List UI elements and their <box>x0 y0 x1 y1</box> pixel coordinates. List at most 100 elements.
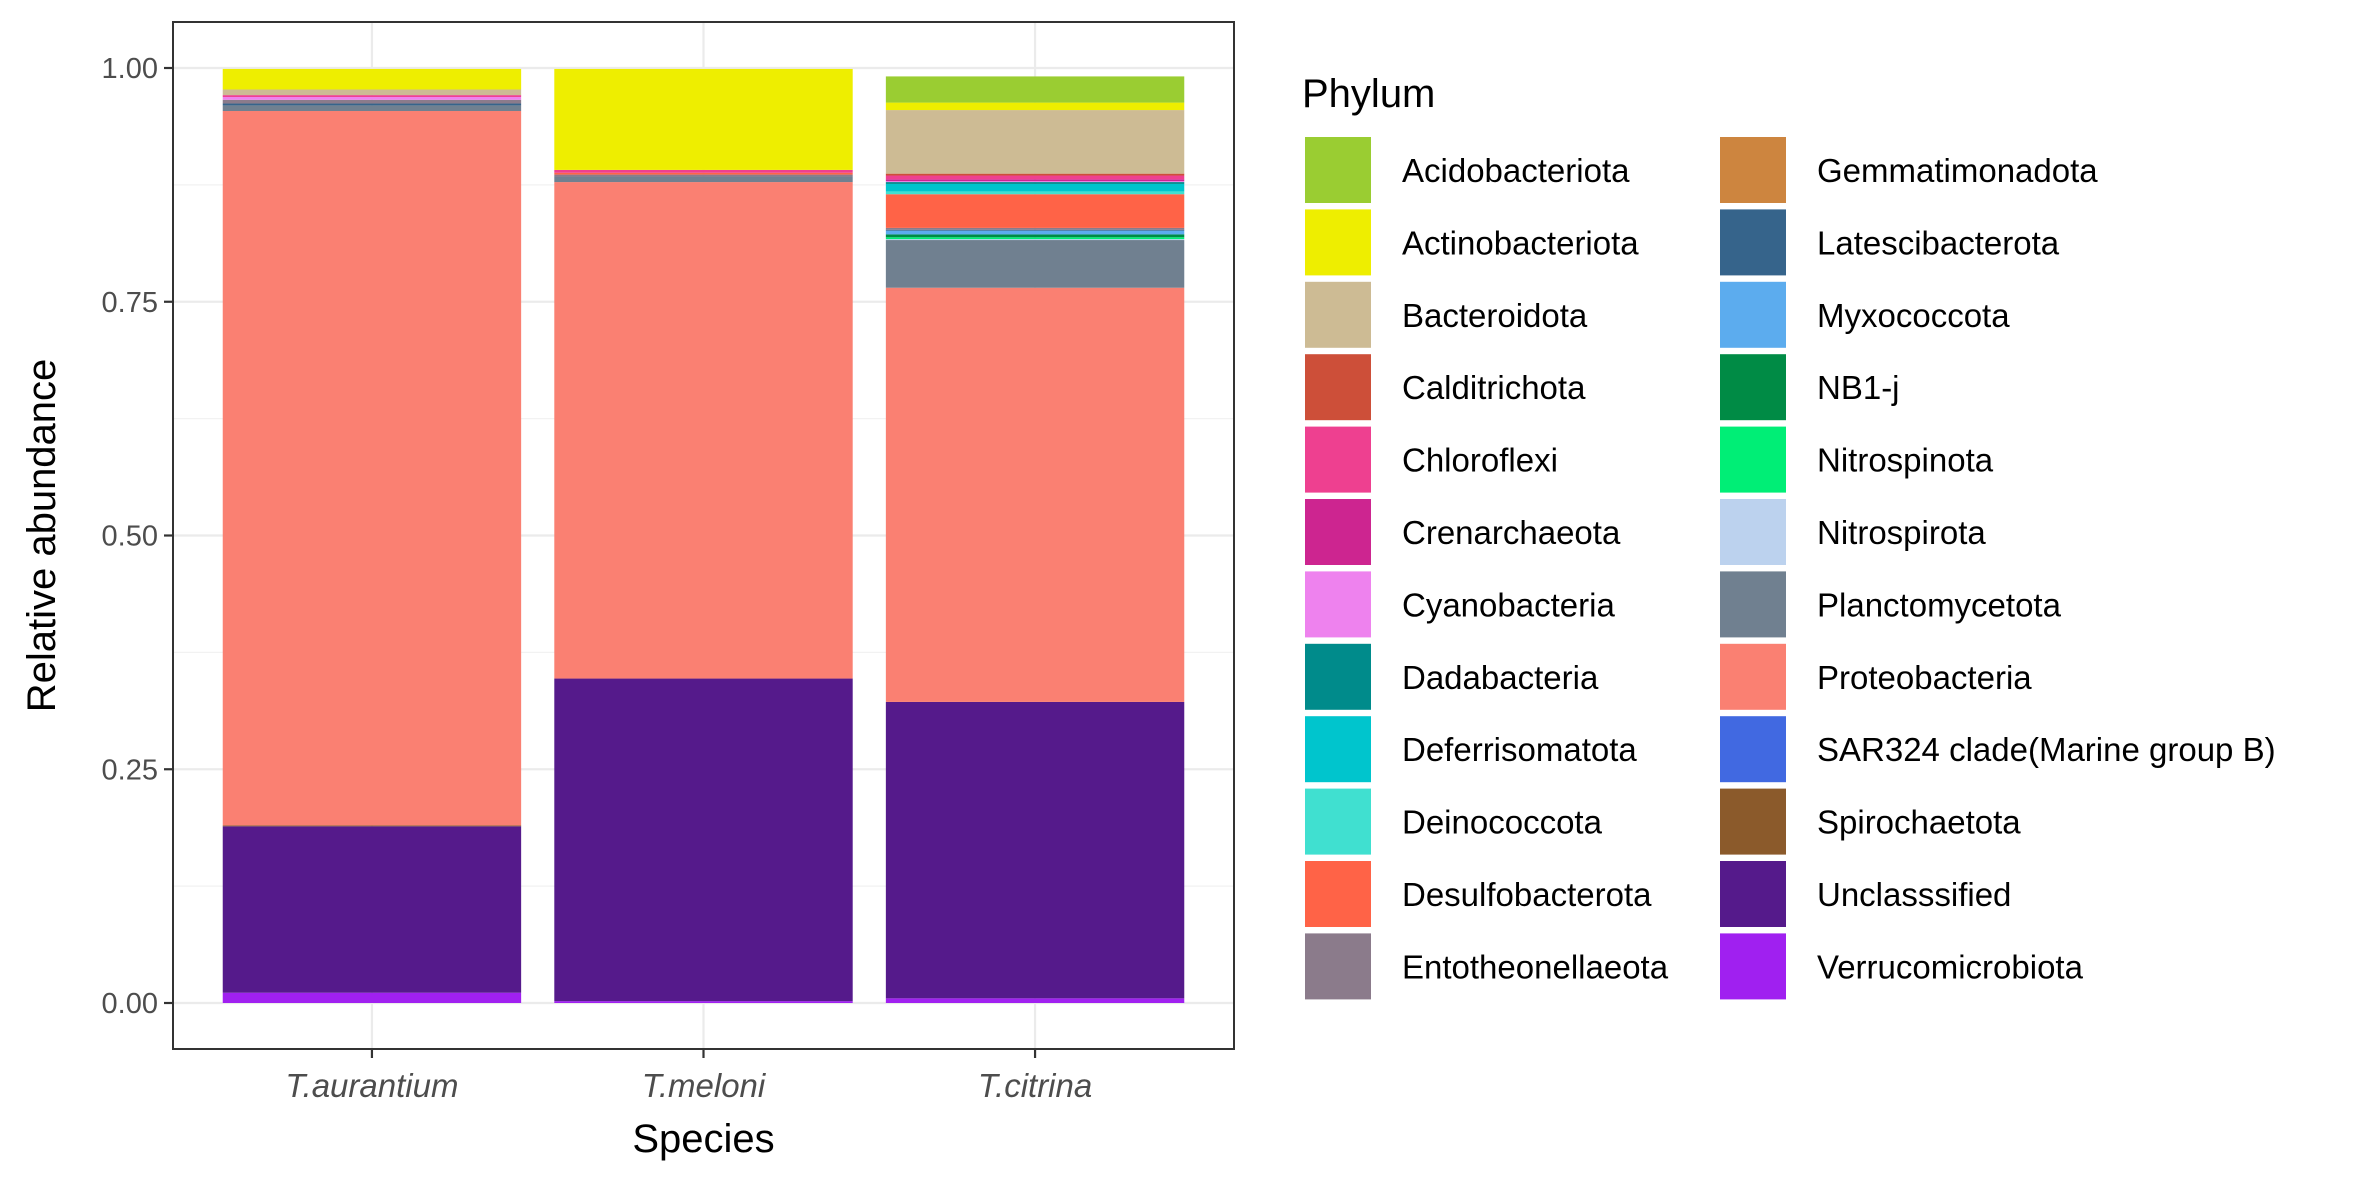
legend-label: Proteobacteria <box>1817 659 2032 696</box>
legend-key <box>1305 281 1371 348</box>
legend-key <box>1720 716 1786 783</box>
legend-key <box>1720 933 1786 1000</box>
bar-segment-myxococcota <box>885 230 1185 235</box>
bar-segment-spirochaetota <box>222 825 522 827</box>
bar-stack-t-meloni <box>554 68 853 1003</box>
bar-segment-cyanobacteria <box>222 96 522 100</box>
bar-segment-actinobacteriota <box>885 102 1185 111</box>
legend-key <box>1305 137 1371 203</box>
bar-segment-nitrospinota <box>885 237 1185 240</box>
legend-label: Bacteroidota <box>1402 297 1588 334</box>
legend-label: Crenarchaeota <box>1402 514 1621 551</box>
legend-item-nb1-j: NB1-j <box>1720 354 1900 421</box>
bar-segment-proteobacteria <box>885 287 1185 702</box>
legend-item-crenarchaeota: Crenarchaeota <box>1305 499 1621 565</box>
legend-key <box>1720 354 1786 421</box>
legend-key <box>1305 788 1371 855</box>
legend-item-chloroflexi: Chloroflexi <box>1305 426 1558 493</box>
bar-segment-nitrospirota <box>885 239 1185 241</box>
legend-key <box>1305 354 1371 421</box>
bar-segment-planctomycetota <box>554 176 853 183</box>
bar-segment-bacteroidota <box>222 89 522 96</box>
legend-item-nitrospinota: Nitrospinota <box>1720 426 1994 493</box>
legend-item-gemmatimonadota: Gemmatimonadota <box>1720 137 2098 203</box>
bar-segment-latescibacterota <box>885 229 1185 231</box>
legend-key <box>1720 209 1786 276</box>
bar-segment-dadabacteria <box>885 182 1185 184</box>
x-tick-label-t-aurantium: T.aurantium <box>285 1067 458 1104</box>
bar-segment-verrucomicrobiota <box>222 992 522 1003</box>
bar-segment-nb1-j <box>885 234 1185 238</box>
bar-segment-planctomycetota <box>222 105 522 112</box>
bar-segment-bacteroidota <box>885 110 1185 174</box>
legend-item-deferrisomatota: Deferrisomatota <box>1305 716 1637 783</box>
bar-segment-entotheonellaeota <box>554 174 853 177</box>
legend-label: Gemmatimonadota <box>1817 152 2098 189</box>
legend-label: Acidobacteriota <box>1402 152 1630 189</box>
legend-item-verrucomicrobiota: Verrucomicrobiota <box>1720 933 2084 1000</box>
legend-label: Entotheonellaeota <box>1402 948 1669 985</box>
legend-label: Chloroflexi <box>1402 442 1558 479</box>
bar-segment-verrucomicrobiota <box>885 998 1185 1003</box>
legend-key <box>1720 861 1786 927</box>
legend-label: Spirochaetota <box>1817 804 2021 841</box>
bar-segment-planctomycetota <box>885 240 1185 288</box>
y-tick-label: 0.25 <box>102 754 158 786</box>
x-axis-title: Species <box>632 1117 774 1161</box>
bar-segment-entotheonellaeota <box>885 227 1185 230</box>
legend-key <box>1305 716 1371 783</box>
legend-label: Desulfobacterota <box>1402 876 1652 913</box>
legend-item-calditrichota: Calditrichota <box>1305 354 1586 421</box>
y-tick-label: 0.50 <box>102 521 158 553</box>
legend-item-nitrospirota: Nitrospirota <box>1720 499 1986 565</box>
legend-label: Planctomycetota <box>1817 586 2062 623</box>
legend-key <box>1720 788 1786 855</box>
legend-label: Verrucomicrobiota <box>1817 948 2084 985</box>
legend-item-cyanobacteria: Cyanobacteria <box>1305 571 1615 638</box>
bar-segment-deferrisomatota <box>885 183 1185 192</box>
legend-key <box>1305 861 1371 927</box>
legend-key <box>1305 499 1371 565</box>
bar-segment-chloroflexi <box>222 95 522 97</box>
bar-segment-unclasssified <box>885 701 1185 999</box>
legend-label: Unclasssified <box>1817 876 2011 913</box>
y-tick-label: 0.00 <box>102 988 158 1020</box>
legend-label: Cyanobacteria <box>1402 586 1615 623</box>
bars <box>222 68 1185 1003</box>
y-tick-label: 0.75 <box>102 287 158 319</box>
legend-item-unclasssified: Unclasssified <box>1720 861 2011 927</box>
bar-segment-cyanobacteria <box>885 181 1185 183</box>
legend-label: Actinobacteriota <box>1402 224 1639 261</box>
legend-label: Calditrichota <box>1402 369 1586 406</box>
legend-key <box>1720 571 1786 638</box>
legend-key <box>1720 426 1786 493</box>
bar-segment-crenarchaeota <box>885 179 1185 182</box>
legend-key <box>1720 499 1786 565</box>
legend-item-dadabacteria: Dadabacteria <box>1305 643 1599 710</box>
legend-item-planctomycetota: Planctomycetota <box>1720 571 2062 638</box>
bar-segment-chloroflexi <box>885 175 1185 180</box>
legend-key <box>1720 137 1786 203</box>
x-tick-label-t-citrina: T.citrina <box>978 1067 1092 1104</box>
legend-label: Deferrisomatota <box>1402 731 1637 768</box>
y-axis-title: Relative abundance <box>20 359 64 713</box>
bar-segment-actinobacteriota <box>222 68 522 90</box>
bar-segment-deinococcota <box>885 191 1185 195</box>
legend-item-acidobacteriota: Acidobacteriota <box>1305 137 1630 203</box>
legend-item-deinococcota: Deinococcota <box>1305 788 1603 855</box>
legend: Phylum Acidobacteriota Actinobacteriota Ba… <box>1302 72 2276 1000</box>
legend-item-desulfobacterota: Desulfobacterota <box>1305 861 1652 927</box>
bar-segment-proteobacteria <box>222 111 522 826</box>
legend-label: Deinococcota <box>1402 804 1603 841</box>
legend-key <box>1305 933 1371 1000</box>
bar-segment-desulfobacterota <box>885 194 1185 228</box>
legend-label: Latescibacterota <box>1817 224 2060 261</box>
bar-segment-desulfobacterota <box>554 172 853 175</box>
y-axis: 0.00 0.25 0.50 0.75 1.00 <box>102 53 173 1020</box>
legend-item-actinobacteriota: Actinobacteriota <box>1305 209 1639 276</box>
bar-stack-t-aurantium <box>222 68 522 1003</box>
legend-item-myxococcota: Myxococcota <box>1720 281 2010 348</box>
legend-item-sar324-clade-marine-group-b: SAR324 clade(Marine group B) <box>1720 716 2276 783</box>
legend-key <box>1305 571 1371 638</box>
